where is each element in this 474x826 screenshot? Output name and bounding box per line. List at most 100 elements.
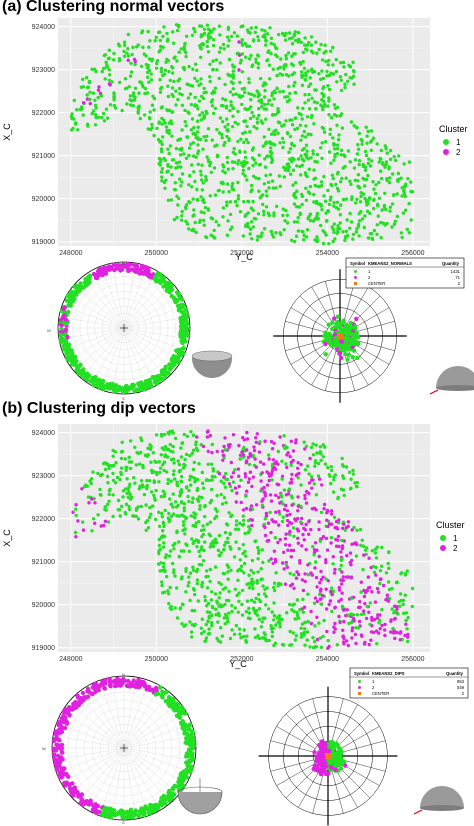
point-cluster-1: [119, 466, 124, 470]
point-cluster-1: [239, 58, 243, 62]
point-cluster-1: [126, 495, 130, 500]
point-cluster-1: [368, 622, 372, 627]
pole-cluster-1: [176, 702, 181, 708]
point-cluster-1: [243, 174, 247, 178]
point-cluster-1: [102, 119, 107, 123]
point-cluster-1: [160, 434, 164, 438]
point-cluster-1: [343, 164, 347, 169]
point-cluster-1: [108, 73, 112, 77]
point-cluster-1: [234, 519, 239, 523]
point-cluster-1: [353, 178, 357, 182]
point-cluster-1: [127, 460, 131, 464]
point-cluster-1: [246, 518, 251, 523]
pole-cluster-1: [326, 758, 331, 763]
point-cluster-1: [248, 130, 252, 134]
pole-cluster-2: [318, 767, 324, 773]
point-cluster-2: [237, 40, 241, 44]
point-cluster-1: [202, 218, 206, 223]
point-cluster-2: [296, 495, 300, 499]
point-cluster-2: [378, 627, 382, 631]
point-cluster-1: [194, 136, 198, 140]
point-cluster-1: [313, 159, 317, 164]
net-ray: [58, 316, 125, 329]
pole-cluster-2: [88, 801, 94, 806]
point-cluster-1: [184, 452, 189, 457]
point-cluster-1: [335, 643, 339, 647]
point-cluster-1: [267, 638, 271, 643]
point-cluster-2: [344, 575, 349, 579]
point-cluster-1: [210, 621, 214, 625]
point-cluster-1: [246, 30, 251, 34]
point-cluster-1: [231, 125, 235, 129]
point-cluster-1: [157, 537, 161, 542]
point-cluster-1: [176, 203, 180, 207]
point-cluster-2: [210, 450, 214, 455]
net-ray: [56, 747, 125, 773]
point-cluster-2: [325, 629, 329, 634]
point-cluster-1: [333, 473, 337, 477]
point-cluster-1: [399, 231, 404, 235]
pole-cluster-1: [341, 318, 346, 323]
point-cluster-2: [357, 619, 362, 624]
point-cluster-2: [81, 528, 86, 532]
point-cluster-1: [221, 169, 225, 173]
point-cluster-1: [288, 91, 292, 96]
point-cluster-1: [322, 618, 326, 623]
net-ray: [290, 307, 328, 330]
point-cluster-1: [299, 520, 303, 524]
point-cluster-1: [141, 465, 145, 470]
pole-cluster-1: [59, 339, 65, 344]
point-cluster-1: [275, 73, 279, 78]
point-cluster-2: [350, 626, 355, 630]
point-cluster-1: [213, 565, 218, 569]
pole-cluster-1: [189, 764, 194, 770]
point-cluster-2: [262, 490, 266, 494]
point-cluster-1: [227, 598, 231, 603]
point-cluster-1: [372, 206, 376, 211]
table-cell-quantity: 2: [458, 281, 461, 286]
point-cluster-2: [327, 602, 331, 607]
point-cluster-1: [352, 82, 356, 86]
stereonet-a-left: N S E W: [47, 261, 233, 401]
point-cluster-1: [171, 561, 175, 566]
point-cluster-1: [215, 153, 220, 157]
point-cluster-1: [248, 527, 252, 532]
point-cluster-1: [144, 54, 148, 58]
point-cluster-1: [242, 140, 246, 145]
point-cluster-1: [203, 503, 207, 508]
point-cluster-1: [182, 502, 187, 506]
point-cluster-2: [367, 642, 371, 647]
point-cluster-1: [185, 222, 190, 226]
point-cluster-1: [236, 197, 240, 201]
pole-cluster-1: [187, 740, 192, 745]
point-cluster-1: [312, 177, 316, 181]
point-cluster-2: [260, 487, 264, 491]
point-cluster-1: [172, 461, 176, 465]
pole-cluster-1: [59, 326, 64, 331]
point-cluster-1: [286, 221, 290, 225]
point-cluster-1: [338, 114, 343, 118]
point-cluster-1: [347, 63, 351, 67]
point-cluster-1: [290, 123, 295, 127]
point-cluster-1: [144, 503, 148, 507]
point-cluster-1: [125, 51, 129, 55]
point-cluster-2: [362, 642, 367, 646]
point-cluster-1: [257, 113, 261, 118]
pole-cluster-1: [101, 386, 106, 391]
point-cluster-2: [303, 496, 307, 501]
y-axis-title: X_C: [2, 529, 12, 547]
point-cluster-1: [402, 611, 406, 615]
point-cluster-1: [332, 515, 337, 519]
point-cluster-1: [214, 607, 218, 611]
point-cluster-2: [313, 596, 318, 600]
point-cluster-1: [286, 51, 291, 55]
point-cluster-1: [245, 160, 249, 165]
net-ray: [123, 677, 137, 749]
point-cluster-1: [262, 81, 266, 85]
point-cluster-1: [266, 58, 270, 62]
point-cluster-1: [129, 70, 134, 74]
point-cluster-1: [91, 109, 96, 113]
point-cluster-1: [366, 161, 370, 166]
point-cluster-1: [321, 76, 325, 81]
point-cluster-1: [144, 528, 148, 532]
